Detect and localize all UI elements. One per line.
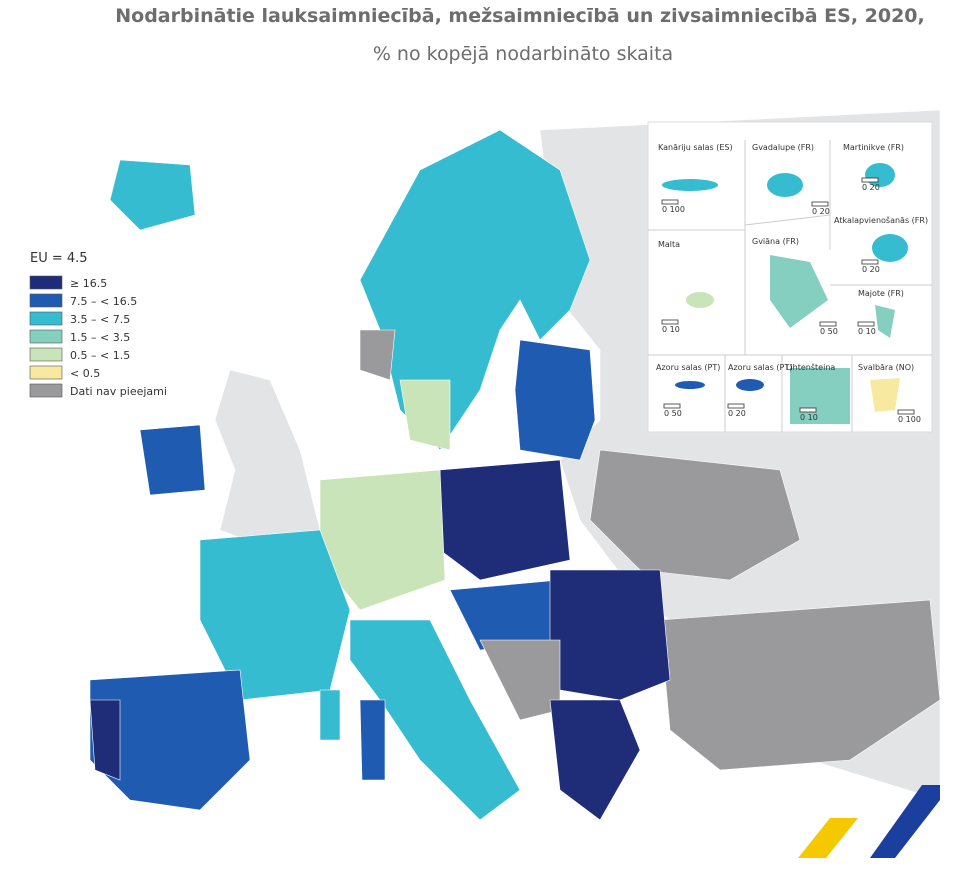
legend-swatch [29, 365, 63, 380]
legend-label: 1.5 – < 3.5 [70, 331, 130, 344]
legend-label: 3.5 – < 7.5 [70, 313, 130, 326]
legend-swatch [29, 311, 63, 326]
legend-swatch [29, 383, 63, 398]
inset-label: Majote (FR) [858, 289, 904, 298]
scale-bar [661, 199, 679, 205]
scale-label: 0 50 [820, 327, 838, 336]
legend-label: ≥ 16.5 [70, 277, 107, 290]
inset-label: Svalbāra (NO) [858, 363, 914, 372]
legend-label: < 0.5 [70, 367, 100, 380]
title: Nodarbinātie lauksaimniecībā, mežsaimnie… [115, 5, 925, 27]
scale-label: 0 100 [662, 205, 685, 214]
legend-label: 7.5 – < 16.5 [70, 295, 137, 308]
inset-panel [647, 121, 933, 433]
scale-label: 0 20 [862, 183, 880, 192]
scale-label: 0 100 [898, 415, 921, 424]
scale-label: 0 10 [662, 325, 680, 334]
legend-swatch [29, 347, 63, 362]
inset-label: Azoru salas (PT) [656, 363, 720, 372]
inset-label: Martinikve (FR) [843, 143, 904, 152]
scale-bar [861, 177, 879, 183]
inset-label: Gviāna (FR) [752, 237, 799, 246]
inset-label: Lihtenšteina [786, 362, 835, 372]
inset-label: Malta [658, 240, 680, 249]
legend-swatch [29, 275, 63, 290]
scale-label: 0 10 [800, 413, 818, 422]
legend-swatch [29, 293, 63, 308]
scale-bar [663, 403, 681, 409]
scale-bar [799, 407, 817, 413]
logo [798, 785, 940, 858]
scale-label: 0 20 [812, 207, 830, 216]
inset-label: Gvadalupe (FR) [752, 143, 814, 152]
scale-label: 0 50 [664, 409, 682, 418]
scale-bar [661, 319, 679, 325]
inset-label: Azoru salas (PT) [728, 363, 792, 372]
legend-title: EU = 4.5 [30, 251, 88, 266]
scale-bar [857, 321, 875, 327]
scale-bar [819, 321, 837, 327]
subtitle: % no kopējā nodarbināto skaita [373, 43, 673, 65]
scale-bar [897, 409, 915, 415]
legend-label: Dati nav pieejami [70, 385, 167, 398]
scale-label: 0 20 [862, 265, 880, 274]
legend-label: 0.5 – < 1.5 [70, 349, 130, 362]
scale-bar [861, 259, 879, 265]
scale-bar [727, 403, 745, 409]
scale-bar [811, 201, 829, 207]
scale-label: 0 10 [858, 327, 876, 336]
inset-label: Kanāriju salas (ES) [658, 143, 733, 152]
legend-swatch [29, 329, 63, 344]
inset-label: Atkalapvienošanās (FR) [834, 215, 928, 225]
scale-label: 0 20 [728, 409, 746, 418]
